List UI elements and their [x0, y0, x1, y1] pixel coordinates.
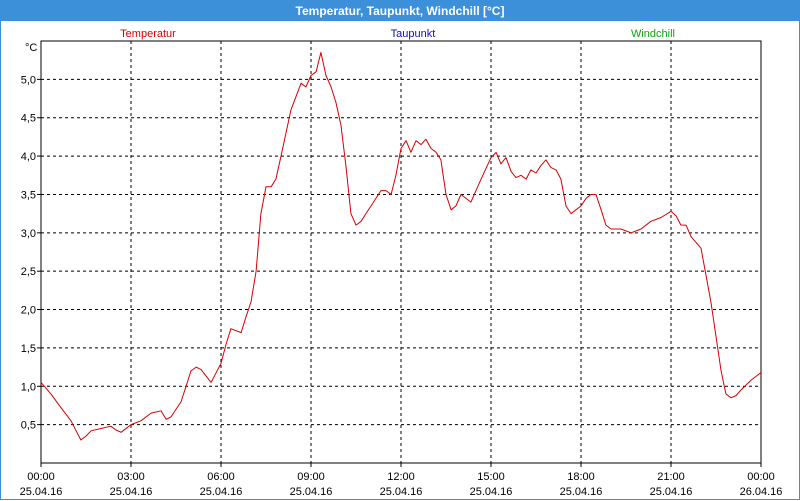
grid-layer [37, 41, 762, 467]
x-tick-time-label: 21:00 [657, 471, 685, 483]
y-tick-labels: 0,5 1,0 1,5 2,0 2,5 3,0 3,5 4,0 4,5 5,0 [21, 74, 36, 431]
y-tick-label: 1,5 [21, 343, 36, 355]
y-tick-label: 4,0 [21, 151, 36, 163]
x-tick-time-label: 09:00 [297, 471, 325, 483]
legend: Temperatur Taupunkt Windchill [120, 28, 675, 40]
y-tick-label: 3,5 [21, 189, 36, 201]
legend-item-windchill: Windchill [631, 28, 675, 40]
plot-frame [40, 40, 762, 464]
x-tick-date-label: 25.04.16 [470, 486, 513, 498]
series-line-temperatur [40, 52, 762, 441]
series-layer [40, 52, 762, 441]
x-tick-date-label: 26.04.16 [740, 486, 783, 498]
x-tick-time-label: 00:00 [747, 471, 775, 483]
window-title: Temperatur, Taupunkt, Windchill [°C] [1, 1, 799, 21]
legend-item-temperatur: Temperatur [120, 28, 176, 40]
y-axis-unit-label: °C [25, 42, 37, 54]
x-tick-date-label: 25.04.16 [110, 486, 153, 498]
x-tick-time-label: 12:00 [387, 471, 415, 483]
x-tick-time-label: 03:00 [117, 471, 145, 483]
x-tick-labels: 00:00 25.04.16 03:00 25.04.16 06:00 25.04.16 0… [20, 471, 783, 498]
y-tick-label: 1,0 [21, 381, 36, 393]
y-tick-label: 3,0 [21, 228, 36, 240]
x-tick-date-label: 25.04.16 [200, 486, 243, 498]
x-tick-date-label: 25.04.16 [650, 486, 693, 498]
y-tick-label: 2,0 [21, 305, 36, 317]
y-tick-label: 4,5 [21, 113, 36, 125]
x-tick-date-label: 25.04.16 [380, 486, 423, 498]
x-tick-time-label: 15:00 [477, 471, 505, 483]
x-tick-time-label: 18:00 [567, 471, 595, 483]
x-tick-date-label: 25.04.16 [20, 486, 63, 498]
y-tick-label: 5,0 [21, 74, 36, 86]
x-tick-time-label: 00:00 [27, 471, 55, 483]
x-tick-date-label: 25.04.16 [560, 486, 603, 498]
y-tick-label: 0,5 [21, 420, 36, 432]
x-tick-date-label: 25.04.16 [290, 486, 333, 498]
x-tick-time-label: 06:00 [207, 471, 235, 483]
y-tick-label: 2,5 [21, 266, 36, 278]
legend-item-taupunkt: Taupunkt [391, 28, 436, 40]
